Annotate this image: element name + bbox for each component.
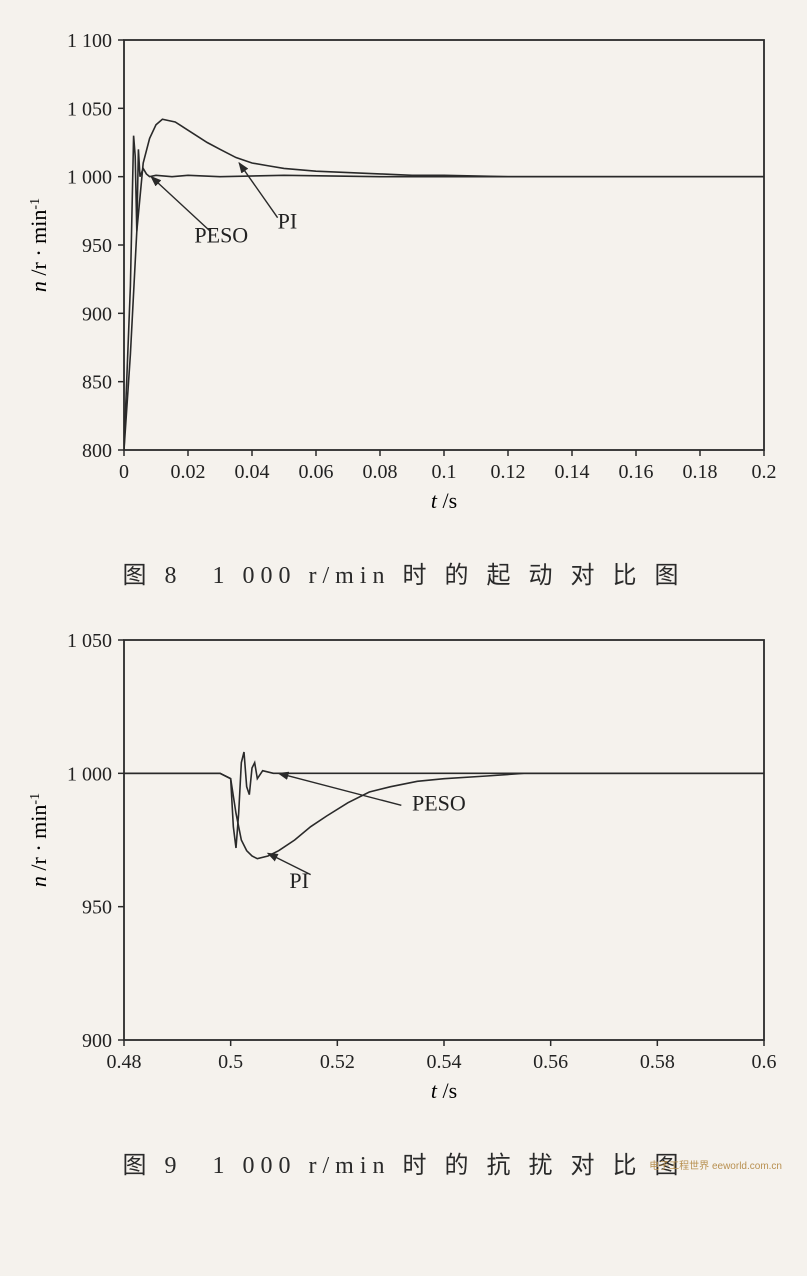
xtick-label: 0.18	[682, 461, 717, 483]
xtick-label: 0	[119, 461, 129, 483]
ytick-label: 850	[82, 372, 112, 394]
xtick-label: 0.12	[490, 461, 525, 483]
ytick-label: 1 000	[67, 763, 112, 785]
xtick-label: 0.56	[533, 1051, 568, 1073]
xtick-label: 0.06	[298, 461, 333, 483]
fig8-caption: 图 8 1 000 r/min 时 的 起 动 对 比 图	[10, 555, 797, 590]
xtick-label: 0.04	[234, 461, 269, 483]
watermark: 电子工程世界 eeworld.com.cn	[649, 1157, 782, 1172]
y-axis-label: n /r · min-1	[26, 793, 51, 887]
ytick-label: 950	[82, 235, 112, 257]
ytick-label: 900	[82, 303, 112, 325]
y-axis-label: n /r · min-1	[26, 198, 51, 292]
xtick-label: 0.54	[426, 1051, 461, 1073]
xtick-label: 0.58	[639, 1051, 674, 1073]
xtick-label: 0.5	[218, 1051, 243, 1073]
xtick-label: 0.02	[170, 461, 205, 483]
ytick-label: 1 000	[67, 167, 112, 189]
plot-border	[124, 640, 764, 1040]
ytick-label: 950	[82, 897, 112, 919]
fig9-svg: 0.48 0.5 0.52 0.54 0.56 0.58 0.6 900 950 1 000 1 0…	[14, 620, 794, 1130]
series-PESO-line	[124, 136, 764, 450]
ytick-label: 800	[82, 440, 112, 462]
ytick-label: 1 050	[67, 98, 112, 120]
series-PI-line	[124, 773, 764, 858]
series-PI-line	[124, 119, 764, 450]
PI-annotation-label: PI	[289, 868, 309, 893]
ytick-label: 900	[82, 1030, 112, 1052]
figure-9: 0.48 0.5 0.52 0.54 0.56 0.58 0.6 900 950 1 000 1 0…	[10, 620, 797, 1180]
PESO-annotation-label: PESO	[194, 222, 248, 247]
x-axis-label: t /s	[430, 1078, 456, 1103]
fig8-svg: 0 0.02 0.04 0.06 0.08 0.1 0.12 0.14 0.16 0.18 0.2 8…	[14, 20, 794, 540]
PI-annotation-label: PI	[277, 209, 297, 234]
xtick-label: 0.2	[751, 461, 776, 483]
xtick-label: 0.16	[618, 461, 653, 483]
xtick-label: 0.1	[431, 461, 456, 483]
xtick-label: 0.52	[319, 1051, 354, 1073]
figure-8: 0 0.02 0.04 0.06 0.08 0.1 0.12 0.14 0.16 0.18 0.2 8…	[10, 20, 797, 590]
PI-annotation-arrow	[239, 163, 277, 218]
ytick-label: 1 050	[67, 630, 112, 652]
xtick-label: 0.6	[751, 1051, 776, 1073]
PESO-annotation-label: PESO	[412, 791, 466, 816]
xtick-label: 0.14	[554, 461, 589, 483]
xtick-label: 0.08	[362, 461, 397, 483]
xtick-label: 0.48	[106, 1051, 141, 1073]
x-axis-label: t /s	[430, 488, 456, 513]
ytick-label: 1 100	[67, 30, 112, 52]
